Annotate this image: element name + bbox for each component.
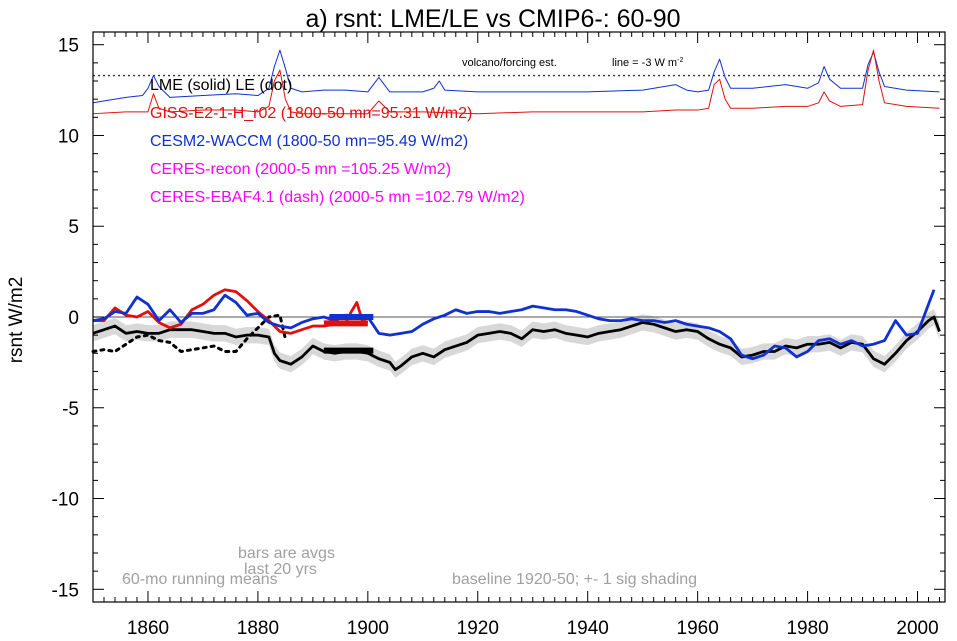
- line-note-text: line = -3 W m: [612, 57, 677, 69]
- reference-lines: [93, 74, 945, 318]
- bars-note-line1: bars are avgs: [238, 545, 335, 562]
- x-tick-label: 2000: [896, 618, 938, 639]
- bars-note-line2: last 20 yrs: [244, 561, 317, 578]
- series-line-cesm2-volcanic-est-: [92, 49, 940, 104]
- x-tick-label: 1900: [347, 618, 389, 639]
- series-line-lme: [92, 315, 941, 372]
- average-bars: [323, 314, 374, 354]
- x-tick-label: 1940: [567, 618, 609, 639]
- line-note-superscript: -2: [677, 57, 683, 64]
- legend-entry-giss: GISS-E2-1-H_r02 (1800-50 mn=95.31 W/m2): [150, 105, 472, 122]
- legend-entry-ceres-recon: CERES-recon (2000-5 mn =105.25 W/m2): [150, 161, 451, 178]
- series-line-le: [91, 313, 287, 353]
- line-note-annotation: line = -3 W m-2: [612, 57, 683, 69]
- legend-entry-ceres-ebaf: CERES-EBAF4.1 (dash) (2000-5 mn =102.79 …: [150, 189, 525, 206]
- x-tick-label: 1880: [237, 618, 279, 639]
- series-line-giss-volcanic-est-: [92, 49, 940, 115]
- volcano-annotation: volcano/forcing est.: [462, 57, 557, 69]
- running-mean-note: 60-mo running means: [122, 571, 278, 588]
- sigma-shading: [93, 308, 940, 378]
- series-lines: [91, 49, 941, 372]
- y-tick-label: 0: [68, 308, 79, 329]
- y-tick-label: -15: [52, 580, 79, 601]
- x-tick-label: 1980: [786, 618, 828, 639]
- y-axis-label: rsnt W/m2: [6, 277, 27, 364]
- y-tick-label: 10: [58, 126, 79, 147]
- y-tick-label: 5: [68, 217, 79, 238]
- legend: LME (solid) LE (dot) GISS-E2-1-H_r02 (18…: [150, 77, 525, 206]
- baseline-note: baseline 1920-50; +- 1 sig shading: [452, 571, 697, 588]
- legend-entry-cesm: CESM2-WACCM (1800-50 mn=95.49 W/m2): [150, 133, 468, 150]
- legend-entry-lme: LME (solid) LE (dot): [150, 77, 292, 94]
- axis-ticks: 1860 1880 1900 1920 1940 1960 1980 2000 15 10 5 0 -5…: [52, 32, 945, 639]
- y-tick-label: -5: [62, 399, 79, 420]
- chart-title: a) rsnt: LME/LE vs CMIP6-: 60-90: [305, 5, 680, 33]
- x-tick-label: 1960: [677, 618, 719, 639]
- y-tick-label: -10: [52, 490, 79, 511]
- x-tick-label: 1920: [457, 618, 499, 639]
- y-tick-label: 15: [58, 36, 79, 57]
- lme-sigma-band: [93, 308, 940, 378]
- series-line-cesm2-waccm: [92, 289, 936, 361]
- x-tick-label: 1860: [127, 618, 169, 639]
